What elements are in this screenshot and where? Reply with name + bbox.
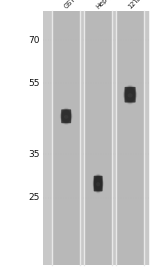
FancyBboxPatch shape [124, 87, 136, 102]
Bar [84, 11, 112, 265]
Ellipse shape [96, 182, 100, 186]
Ellipse shape [125, 87, 135, 102]
Ellipse shape [94, 176, 102, 191]
Bar [0, 11, 43, 265]
Ellipse shape [60, 109, 72, 124]
Ellipse shape [124, 87, 136, 102]
Text: 55: 55 [28, 79, 40, 88]
Ellipse shape [123, 86, 137, 104]
Ellipse shape [94, 176, 103, 192]
Bar [116, 11, 144, 265]
Ellipse shape [61, 110, 71, 123]
Ellipse shape [93, 174, 103, 193]
Bar [0, 265, 150, 273]
Ellipse shape [60, 108, 72, 124]
Ellipse shape [61, 109, 72, 124]
Text: 35: 35 [28, 150, 40, 159]
FancyBboxPatch shape [61, 109, 71, 123]
Ellipse shape [64, 115, 68, 119]
Ellipse shape [124, 86, 136, 103]
Ellipse shape [93, 175, 103, 192]
FancyBboxPatch shape [94, 176, 103, 191]
Bar [43, 11, 149, 265]
Text: 12Tag: 12Tag [127, 0, 146, 10]
Text: 25: 25 [28, 193, 40, 202]
Ellipse shape [94, 176, 102, 191]
Ellipse shape [128, 93, 133, 97]
Ellipse shape [124, 86, 136, 103]
Text: HepG2: HepG2 [95, 0, 116, 10]
Ellipse shape [93, 174, 104, 193]
Text: GST-MART1: GST-MART1 [63, 0, 94, 10]
Ellipse shape [93, 175, 103, 192]
Ellipse shape [124, 87, 136, 103]
Text: 70: 70 [28, 35, 40, 44]
Ellipse shape [61, 109, 71, 123]
Bar [0, 0, 150, 11]
Ellipse shape [61, 109, 71, 123]
Bar [52, 11, 80, 265]
